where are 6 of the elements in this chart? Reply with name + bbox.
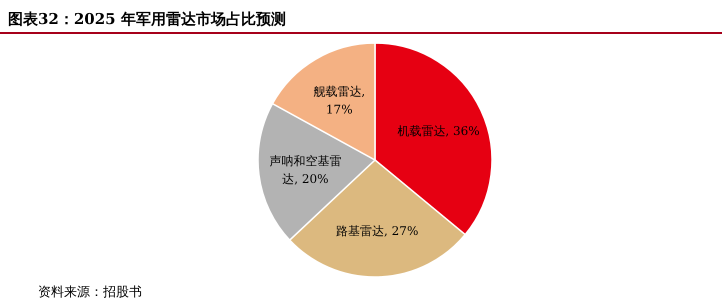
- slice-label: 机载雷达, 36%: [397, 124, 480, 138]
- slice-label: 舰载雷达, 17%: [313, 84, 366, 117]
- slice-label: 声呐和空基雷达, 20%: [269, 154, 342, 186]
- chart-title: 图表32：2025 年军用雷达市场占比预测: [8, 10, 286, 28]
- slice-label: 路基雷达, 27%: [336, 224, 418, 238]
- text: 资料来源：招股书: [38, 285, 142, 300]
